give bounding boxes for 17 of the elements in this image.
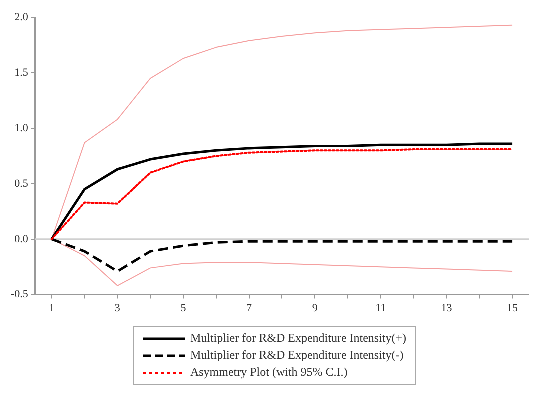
x-tick-label: 9 (312, 302, 318, 314)
legend-label: Multiplier for R&D Expenditure Intensity(+) (190, 331, 407, 346)
y-tick-label: -0.5 (10, 288, 29, 301)
legend-label: Asymmetry Plot (with 95% C.I.) (190, 365, 348, 380)
x-tick-label: 5 (180, 302, 187, 314)
x-tick-label: 11 (376, 302, 386, 314)
y-tick-label: 0.5 (14, 178, 29, 190)
x-tick-label: 3 (114, 302, 121, 314)
x-tick-label: 1 (49, 302, 55, 314)
legend-label: Multiplier for R&D Expenditure Intensity(-) (190, 348, 404, 363)
x-tick-label: 15 (507, 302, 519, 314)
x-tick-label: 13 (441, 302, 453, 314)
y-tick-label: 1.0 (14, 122, 29, 134)
y-tick-label: 2.0 (14, 11, 29, 24)
x-tick-label: 7 (246, 302, 253, 314)
y-tick-label: 0.0 (14, 233, 29, 246)
y-tick-label: 1.5 (14, 66, 29, 79)
